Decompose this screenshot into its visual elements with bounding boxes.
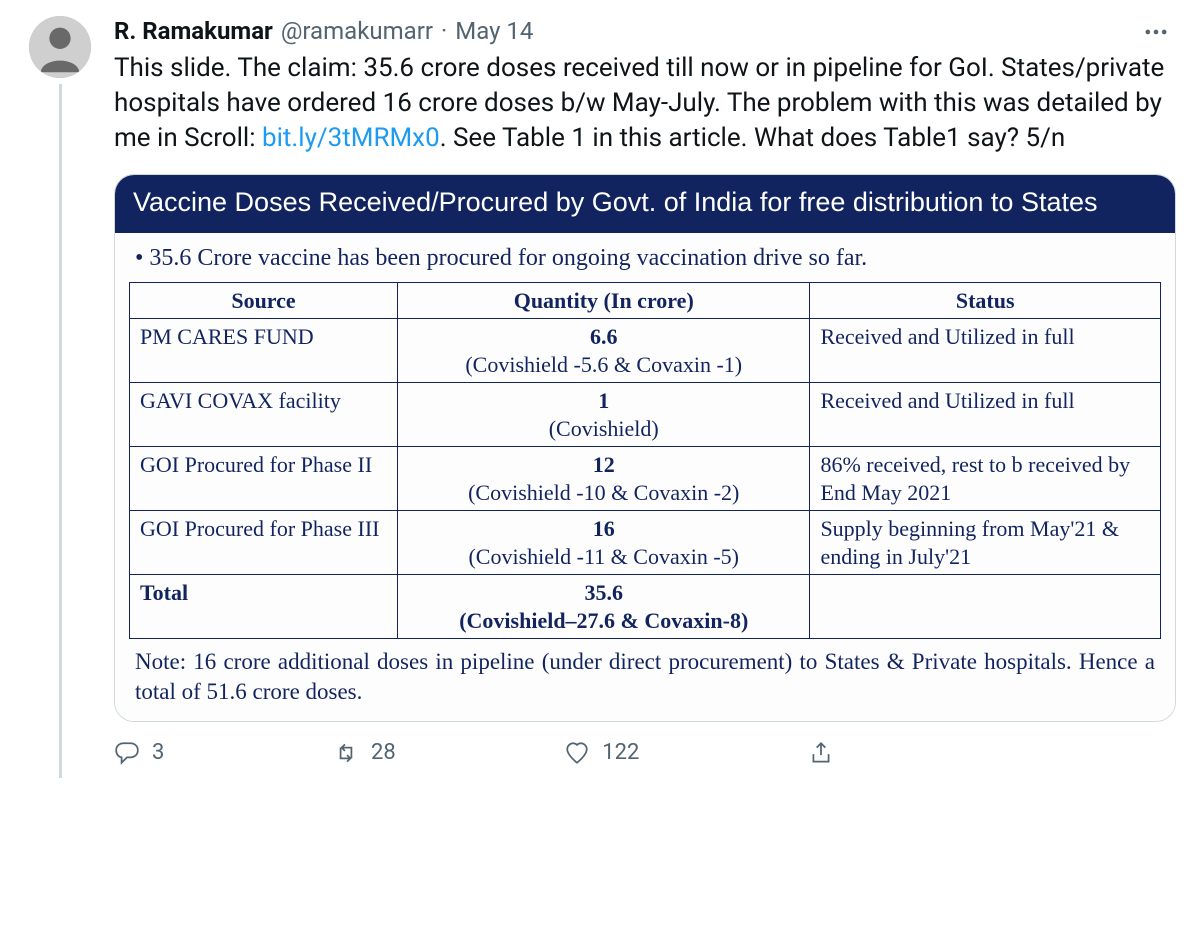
col-status: Status	[810, 282, 1161, 319]
share-button[interactable]	[808, 740, 834, 766]
qty-sub: (Covishield–27.6 & Covaxin-8)	[408, 607, 799, 635]
tweet-actions: 3 28 122	[114, 740, 834, 778]
heart-icon	[564, 740, 590, 766]
slide-bullet: 35.6 Crore vaccine has been procured for…	[129, 241, 1161, 282]
reply-button[interactable]: 3	[114, 740, 164, 766]
col-source: Source	[130, 282, 398, 319]
thread-line	[59, 84, 62, 778]
table-row: GOI Procured for Phase II 12(Covishield …	[130, 447, 1161, 511]
cell-quantity: 12(Covishield -10 & Covaxin -2)	[398, 447, 810, 511]
cell-status	[810, 575, 1161, 639]
qty-sub: (Covishield -11 & Covaxin -5)	[408, 543, 799, 571]
cell-source: Total	[130, 575, 398, 639]
cell-quantity: 1(Covishield)	[398, 383, 810, 447]
display-name[interactable]: R. Ramakumar	[114, 16, 273, 47]
retweet-count: 28	[371, 740, 396, 765]
cell-source: PM CARES FUND	[130, 319, 398, 383]
reply-count: 3	[152, 740, 164, 765]
cell-source: GOI Procured for Phase II	[130, 447, 398, 511]
tweet-link[interactable]: bit.ly/3tMRMx0	[262, 123, 440, 153]
handle[interactable]: @ramakumarr	[281, 16, 433, 47]
cell-status: Received and Utilized in full	[810, 319, 1161, 383]
cell-quantity: 6.6(Covishield -5.6 & Covaxin -1)	[398, 319, 810, 383]
qty-main: 35.6	[584, 580, 623, 605]
avatar-placeholder-icon	[29, 16, 91, 78]
cell-status: 86% received, rest to b received by End …	[810, 447, 1161, 511]
tweet-header: R. Ramakumar @ramakumarr · May 14	[114, 16, 1176, 47]
qty-main: 16	[593, 516, 615, 541]
tweet: R. Ramakumar @ramakumarr · May 14 This s…	[0, 0, 1200, 786]
slide-body: 35.6 Crore vaccine has been procured for…	[115, 233, 1175, 721]
table-header-row: Source Quantity (In crore) Status	[130, 282, 1161, 319]
separator-dot: ·	[441, 16, 447, 47]
table-row: PM CARES FUND 6.6(Covishield -5.6 & Cova…	[130, 319, 1161, 383]
thread-column	[24, 16, 96, 778]
cell-source: GOI Procured for Phase III	[130, 511, 398, 575]
cell-status: Received and Utilized in full	[810, 383, 1161, 447]
qty-main: 12	[593, 452, 615, 477]
retweet-icon	[333, 740, 359, 766]
retweet-button[interactable]: 28	[333, 740, 396, 766]
reply-icon	[114, 740, 140, 766]
like-count: 122	[602, 740, 639, 765]
tweet-date[interactable]: May 14	[455, 16, 533, 47]
qty-sub: (Covishield -10 & Covaxin -2)	[408, 479, 799, 507]
cell-status: Supply beginning from May'21 & ending in…	[810, 511, 1161, 575]
table-row: GAVI COVAX facility 1(Covishield) Receiv…	[130, 383, 1161, 447]
embedded-image-card[interactable]: Vaccine Doses Received/Procured by Govt.…	[114, 174, 1176, 721]
slide: Vaccine Doses Received/Procured by Govt.…	[115, 175, 1175, 720]
cell-quantity: 16(Covishield -11 & Covaxin -5)	[398, 511, 810, 575]
more-icon	[1142, 18, 1170, 46]
qty-main: 6.6	[590, 324, 618, 349]
like-button[interactable]: 122	[564, 740, 639, 766]
avatar[interactable]	[29, 16, 91, 78]
qty-main: 1	[598, 388, 609, 413]
cell-source: GAVI COVAX facility	[130, 383, 398, 447]
tweet-text-part-2: . See Table 1 in this article. What does…	[440, 123, 1066, 153]
qty-sub: (Covishield)	[408, 415, 799, 443]
vaccine-table: Source Quantity (In crore) Status PM CAR…	[129, 282, 1161, 640]
table-total-row: Total 35.6(Covishield–27.6 & Covaxin-8)	[130, 575, 1161, 639]
col-quantity: Quantity (In crore)	[398, 282, 810, 319]
table-row: GOI Procured for Phase III 16(Covishield…	[130, 511, 1161, 575]
slide-note: Note: 16 crore additional doses in pipel…	[129, 639, 1161, 711]
tweet-content: R. Ramakumar @ramakumarr · May 14 This s…	[96, 16, 1176, 778]
qty-sub: (Covishield -5.6 & Covaxin -1)	[408, 351, 799, 379]
slide-title: Vaccine Doses Received/Procured by Govt.…	[115, 175, 1175, 232]
tweet-text: This slide. The claim: 35.6 crore doses …	[114, 51, 1176, 156]
more-button[interactable]	[1136, 16, 1176, 48]
share-icon	[808, 740, 834, 766]
cell-quantity: 35.6(Covishield–27.6 & Covaxin-8)	[398, 575, 810, 639]
